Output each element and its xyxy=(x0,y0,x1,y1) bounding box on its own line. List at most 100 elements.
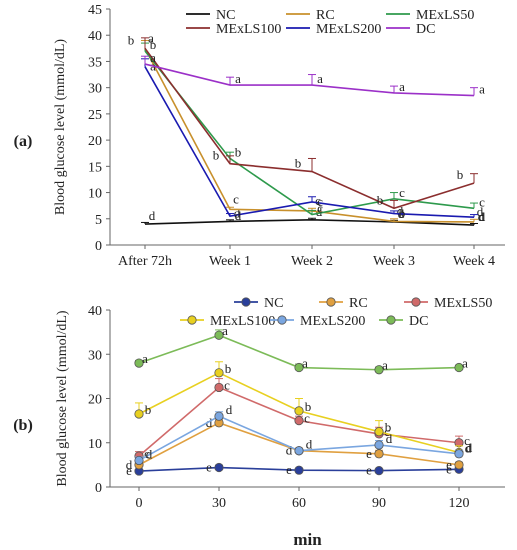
significance-letter: a xyxy=(317,71,323,86)
significance-letter: b xyxy=(150,37,157,52)
significance-letter: a xyxy=(148,30,154,45)
legend-swatch-marker xyxy=(411,297,421,307)
y-tick-label: 10 xyxy=(88,437,102,452)
significance-letter: b xyxy=(235,144,242,159)
data-point xyxy=(454,449,464,459)
y-axis-label: Blood glucose level (mmol/dL) xyxy=(55,310,70,486)
data-point xyxy=(374,449,384,459)
legend-item: MExLS50 xyxy=(404,296,492,311)
data-point xyxy=(374,365,384,375)
series-dc: a a a a a xyxy=(134,323,468,375)
significance-letter: d xyxy=(306,437,313,452)
legend-label: NC xyxy=(264,296,283,311)
significance-letter: d xyxy=(126,457,133,472)
significance-letter: a xyxy=(462,356,468,371)
panel-b-chart: 0 10 20 30 40 0 30 60 90 120 Blood glucose level (… xyxy=(13,296,505,549)
significance-letter: e xyxy=(446,457,452,472)
x-axis-label: min xyxy=(293,530,322,549)
significance-letter: b xyxy=(385,420,392,435)
significance-letter: b xyxy=(128,32,135,47)
series-line xyxy=(144,63,475,97)
significance-letter: b xyxy=(305,399,312,414)
y-tick-label: 45 xyxy=(88,3,102,18)
data-point xyxy=(374,427,384,437)
y-tick-label: 10 xyxy=(88,187,102,202)
x-tick-label: 60 xyxy=(292,496,306,511)
legend-label: MExLS200 xyxy=(316,22,381,37)
x-tick-label: 30 xyxy=(212,496,226,511)
significance-letter: d xyxy=(146,446,153,461)
legend-item: NC xyxy=(234,296,283,311)
data-point xyxy=(214,368,224,378)
y-tick-label: 25 xyxy=(88,108,102,123)
significance-letter: e xyxy=(206,460,212,475)
significance-letter: e xyxy=(366,446,372,461)
series-dc: a a a a a xyxy=(141,50,485,97)
data-point xyxy=(214,411,224,421)
legend-item: DC xyxy=(386,22,435,37)
significance-letter: d xyxy=(477,204,484,219)
significance-letter: a xyxy=(142,351,148,366)
data-point xyxy=(294,406,304,416)
legend-item: MExLS200 xyxy=(270,314,365,329)
significance-letter: c xyxy=(317,194,323,209)
y-axis-label: Blood glucose level (mmol/dL) xyxy=(53,39,68,215)
data-point xyxy=(134,409,144,419)
significance-letter: b xyxy=(225,361,232,376)
significance-letter: e xyxy=(446,461,452,476)
legend-item: MExLS200 xyxy=(286,22,381,37)
y-tick-label: 15 xyxy=(88,160,102,175)
legend-label: MExLS100 xyxy=(216,22,281,37)
legend-label: NC xyxy=(216,8,235,23)
series-line xyxy=(144,219,475,226)
y-tick-label: 30 xyxy=(88,82,102,97)
x-tick-label: Week 2 xyxy=(291,254,333,269)
significance-letter: c xyxy=(144,446,150,461)
legend-item: MExLS100 xyxy=(180,314,275,329)
legend-label: MExLS50 xyxy=(434,296,492,311)
data-point xyxy=(374,466,384,476)
legend-item: MExLS50 xyxy=(386,8,474,23)
significance-letter: e xyxy=(366,463,372,478)
series-line xyxy=(144,47,475,210)
legend-swatch-marker xyxy=(386,315,396,325)
significance-letter: a xyxy=(150,50,156,65)
significance-letter: b xyxy=(213,148,220,163)
significance-letter: a xyxy=(399,79,405,94)
significance-letter: b xyxy=(145,402,152,417)
data-point xyxy=(134,455,144,466)
legend: NC RC MExLS50 MExLS100 MExLS200 DC xyxy=(180,296,492,329)
significance-letter: a xyxy=(302,356,308,371)
panel-a-chart: 0 5 10 15 20 25 30 35 40 45 After 72h Week 1 Week 2 W… xyxy=(14,3,505,269)
data-point xyxy=(214,382,224,393)
legend-swatch-marker xyxy=(277,315,287,325)
x-tick-label: Week 4 xyxy=(453,254,495,269)
significance-letter: d xyxy=(386,431,393,446)
significance-letter: d xyxy=(397,203,404,218)
significance-letter: a xyxy=(479,82,485,97)
significance-letter: c xyxy=(304,411,310,426)
legend-item: DC xyxy=(379,314,428,329)
significance-letter: c xyxy=(399,185,405,200)
y-tick-label: 40 xyxy=(88,29,102,44)
y-tick-label: 0 xyxy=(95,481,102,496)
significance-letter: c xyxy=(315,193,321,208)
significance-letter: b xyxy=(457,167,464,182)
significance-letter: e xyxy=(126,463,132,478)
x-tick-label: 0 xyxy=(136,496,143,511)
legend-item: RC xyxy=(286,8,335,23)
data-point xyxy=(294,465,304,475)
data-point xyxy=(294,416,304,426)
significance-letter: c xyxy=(384,424,390,439)
significance-letter: d xyxy=(234,205,241,220)
significance-letter: a xyxy=(382,358,388,373)
legend-label: RC xyxy=(316,8,335,23)
y-tick-label: 5 xyxy=(95,213,102,228)
legend-label: DC xyxy=(416,22,435,37)
y-tick-label: 0 xyxy=(95,239,102,254)
legend-swatch-marker xyxy=(187,315,197,325)
